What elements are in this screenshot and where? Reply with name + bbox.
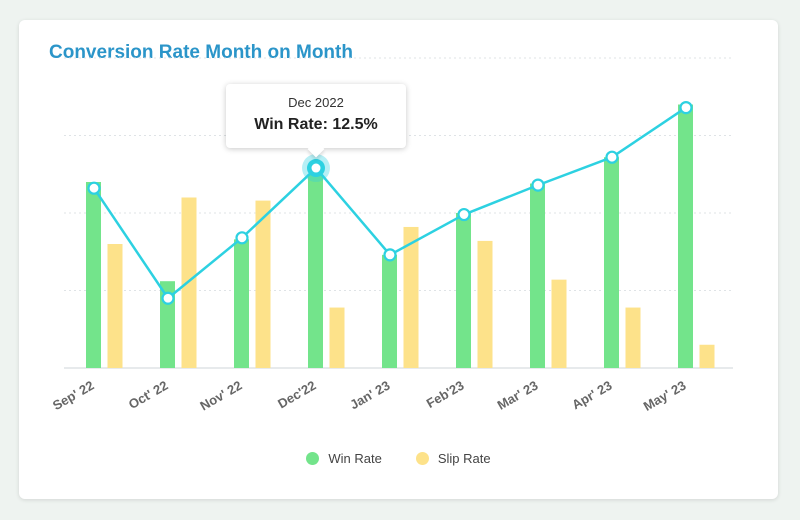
tooltip-value: Win Rate: 12.5% [254,116,378,133]
line-point[interactable] [531,178,545,192]
legend-slip-marker [415,452,429,465]
bar-slip-rate[interactable] [107,244,123,368]
line-point[interactable] [679,100,693,115]
bar-slip-rate[interactable] [403,226,419,368]
chart-card: Conversion Rate Month on Month Sep' 22 Oc… [19,20,778,499]
bar-slip-rate[interactable] [699,344,715,368]
bar-slip-rate[interactable] [477,240,493,368]
line-point[interactable] [457,207,471,222]
bar-slip-rate[interactable] [625,307,641,368]
bar-win-rate[interactable] [86,182,101,368]
line-point[interactable] [383,248,397,262]
bar-win-rate[interactable] [530,183,545,368]
bar-slip-rate[interactable] [329,307,345,368]
x-tick-label: Mar' 23 [495,378,541,413]
line-point[interactable] [605,150,619,164]
bar-win-rate[interactable] [308,174,323,368]
conversion-chart: Sep' 22 Oct' 22 Nov' 22 Dec'22 Jan' 23 Feb'23… [50,57,733,414]
bar-slip-rate[interactable] [551,279,567,368]
x-tick-label: Nov' 22 [197,378,244,414]
line-point-highlighted [309,161,323,175]
x-tick-label: Dec'22 [275,378,318,412]
bar-win-rate[interactable] [234,239,249,368]
legend-win-marker [306,452,320,465]
bar-win-rate[interactable] [382,254,397,368]
line-point[interactable] [87,181,101,195]
legend-win-label: Win Rate [328,451,382,466]
chart-legend: Win Rate Slip Rate [19,451,778,466]
bar-slip-rate[interactable] [181,197,197,369]
x-tick-label: Oct' 22 [126,378,171,412]
legend-item-win-rate[interactable]: Win Rate [306,451,382,466]
line-point[interactable] [235,231,249,245]
x-tick-label: Sep' 22 [50,378,96,413]
x-tick-label: May' 23 [641,378,689,414]
bar-win-rate[interactable] [456,213,471,368]
line-point[interactable] [161,291,175,305]
legend-slip-label: Slip Rate [437,451,491,466]
tooltip-month: Dec 2022 [288,95,344,110]
bar-slip-rate[interactable] [255,200,271,368]
bar-win-rate[interactable] [604,157,619,368]
x-tick-label: Apr' 23 [569,378,614,413]
x-tick-label: Jan' 23 [347,378,392,413]
bar-win-rate[interactable] [678,104,693,369]
data-tooltip: Dec 2022 Win Rate: 12.5% [226,84,406,148]
x-tick-label: Feb'23 [424,378,467,411]
legend-item-slip-rate[interactable]: Slip Rate [415,451,491,466]
